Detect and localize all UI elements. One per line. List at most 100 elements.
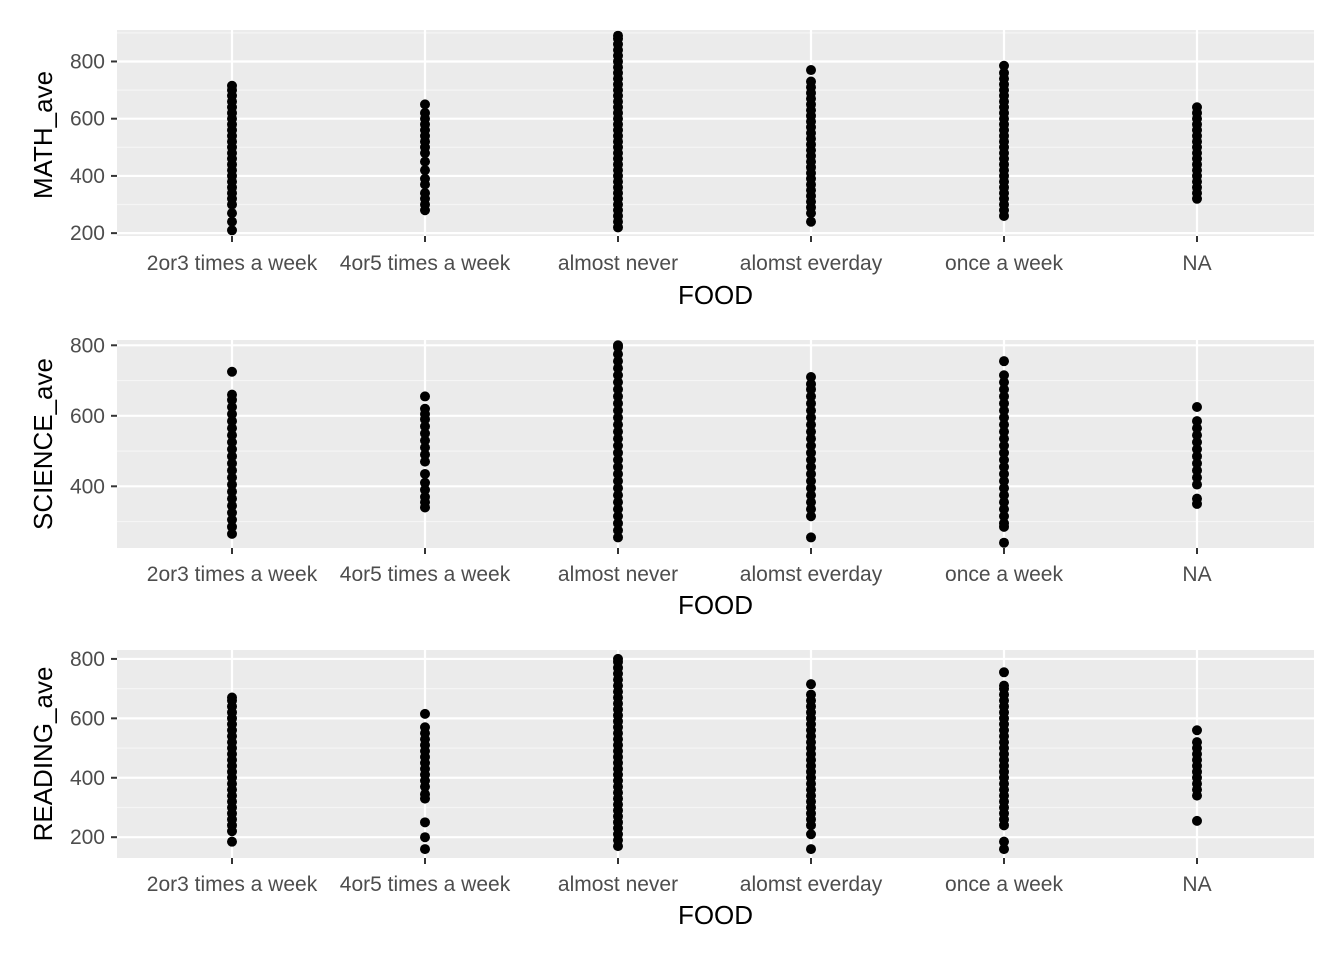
y-axis-title: READING_ave <box>28 667 58 842</box>
data-point <box>227 225 237 236</box>
data-point <box>999 476 1009 487</box>
data-point <box>227 486 237 497</box>
data-point <box>420 484 430 495</box>
data-point <box>420 722 430 733</box>
y-tick-label: 400 <box>70 767 105 790</box>
data-point <box>806 426 816 437</box>
data-point <box>999 504 1009 515</box>
data-point <box>227 528 237 539</box>
data-point <box>999 419 1009 430</box>
data-point <box>999 67 1009 78</box>
panel-1: 200 400 600 800 2or3 times a week 4or5 times … <box>28 30 1314 310</box>
data-point <box>613 370 623 381</box>
data-point <box>1192 444 1202 455</box>
data-point <box>227 836 237 847</box>
data-point <box>999 60 1009 71</box>
data-point <box>999 497 1009 508</box>
x-axis-title: FOOD <box>678 900 753 930</box>
data-point <box>613 490 623 501</box>
data-point <box>227 451 237 462</box>
data-point <box>613 419 623 430</box>
data-point <box>1192 451 1202 462</box>
x-tick-label: alomst everday <box>740 563 883 586</box>
data-point <box>806 76 816 87</box>
x-tick-label: once a week <box>945 563 1063 586</box>
data-point <box>227 521 237 532</box>
panel-2: 400 600 800 2or3 times a week 4or5 times a w… <box>28 334 1314 620</box>
x-tick-label: almost never <box>558 873 678 896</box>
data-point <box>806 689 816 700</box>
data-point <box>420 99 430 110</box>
x-tick-label: once a week <box>945 873 1063 896</box>
data-point <box>420 708 430 719</box>
data-point <box>420 173 430 184</box>
data-point <box>999 836 1009 847</box>
x-tick-label: 4or5 times a week <box>340 563 511 586</box>
data-point <box>227 472 237 483</box>
data-point <box>1192 465 1202 476</box>
data-point <box>1192 416 1202 427</box>
data-point <box>227 692 237 703</box>
data-point <box>420 391 430 402</box>
data-point <box>806 447 816 458</box>
data-point <box>806 844 816 855</box>
x-tick-label: almost never <box>558 563 678 586</box>
data-point <box>613 391 623 402</box>
data-point <box>806 379 816 390</box>
data-point <box>420 188 430 199</box>
data-point <box>227 389 237 400</box>
data-point <box>999 440 1009 451</box>
x-tick-label: alomst everday <box>740 873 883 896</box>
data-point <box>1192 493 1202 504</box>
x-tick-label: almost never <box>558 252 678 275</box>
data-point <box>613 447 623 458</box>
y-tick-label: 600 <box>70 108 105 131</box>
data-point <box>1192 472 1202 483</box>
x-tick-label: alomst everday <box>740 252 883 275</box>
data-point <box>420 107 430 118</box>
x-tick-label: NA <box>1182 252 1211 275</box>
y-tick-label: 200 <box>70 222 105 245</box>
data-point <box>613 412 623 423</box>
y-axis-title: SCIENCE_ave <box>28 358 58 530</box>
x-tick-label: 2or3 times a week <box>147 563 318 586</box>
data-point <box>420 403 430 414</box>
data-point <box>613 653 623 664</box>
data-point <box>999 537 1009 548</box>
data-point <box>613 405 623 416</box>
data-point <box>227 366 237 377</box>
y-tick-label: 400 <box>70 165 105 188</box>
data-point <box>613 340 623 351</box>
data-point <box>227 208 237 219</box>
data-point <box>806 398 816 409</box>
data-point <box>420 817 430 828</box>
data-point <box>420 421 430 432</box>
data-point <box>806 372 816 383</box>
data-point <box>613 468 623 479</box>
data-point <box>806 497 816 508</box>
data-point <box>999 461 1009 472</box>
data-point <box>999 844 1009 855</box>
data-point <box>1192 725 1202 736</box>
data-point <box>227 444 237 455</box>
data-point <box>806 532 816 543</box>
data-point <box>806 391 816 402</box>
data-point <box>613 426 623 437</box>
data-point <box>613 30 623 41</box>
data-point <box>227 423 237 434</box>
data-point <box>227 458 237 469</box>
x-axis-title: FOOD <box>678 280 753 310</box>
data-point <box>1192 458 1202 469</box>
data-point <box>613 349 623 360</box>
data-point <box>227 80 237 91</box>
y-axis-title: MATH_ave <box>28 71 58 199</box>
data-point <box>420 449 430 460</box>
y-tick-label: 800 <box>70 50 105 73</box>
data-point <box>227 507 237 518</box>
data-point <box>1192 102 1202 113</box>
data-point <box>806 65 816 76</box>
data-point <box>999 454 1009 465</box>
data-point <box>999 447 1009 458</box>
data-point <box>999 511 1009 522</box>
data-point <box>227 216 237 227</box>
